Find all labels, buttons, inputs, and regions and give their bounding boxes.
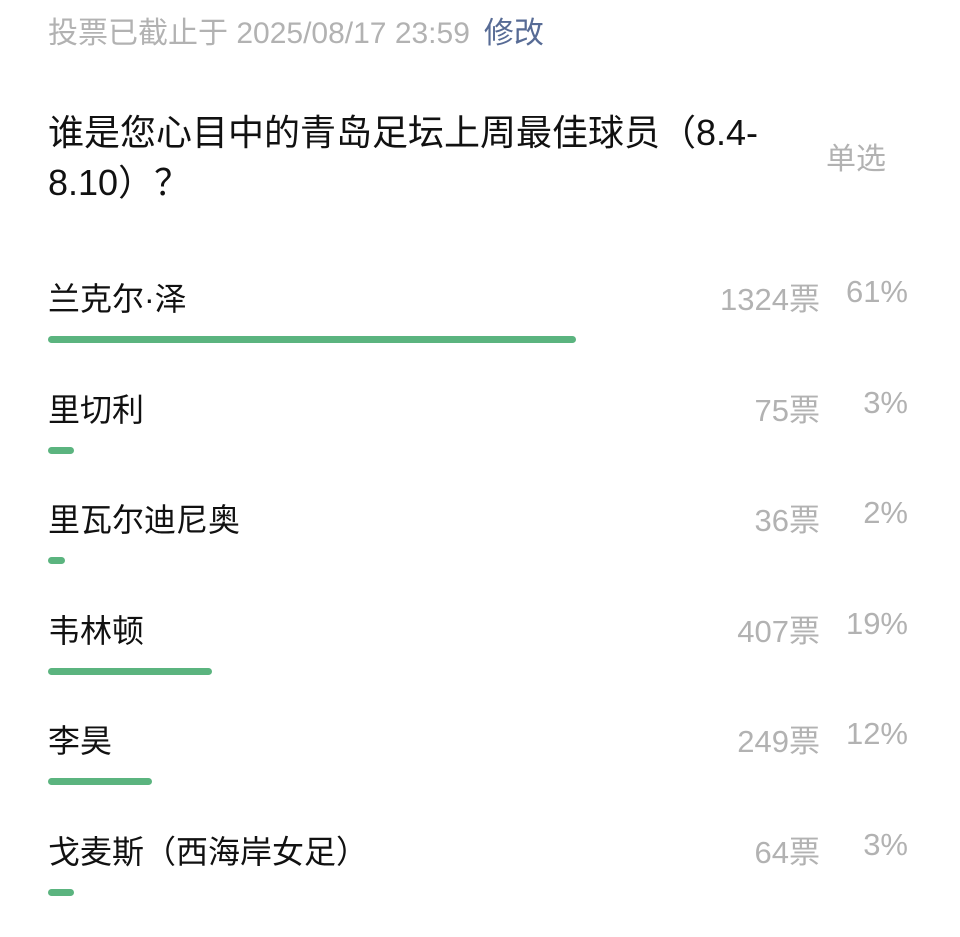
single-choice-label: 单选 <box>826 143 886 176</box>
poll-option[interactable]: 里瓦尔迪尼奥 36票 2% <box>48 495 908 605</box>
option-label: 李昊 <box>48 723 113 760</box>
poll-option[interactable]: 里切利 75票 3% <box>48 385 908 495</box>
option-percent: 12% <box>845 716 908 752</box>
poll-question: 谁是您心目中的青岛足坛上周最佳球员（8.4-8.10）？ <box>48 112 759 203</box>
option-percent: 2% <box>863 495 908 531</box>
option-votes: 75票 <box>754 392 820 428</box>
option-progress-bar <box>48 667 213 675</box>
option-progress-bar <box>48 889 74 896</box>
option-votes: 36票 <box>754 503 820 539</box>
option-votes: 1324票 <box>720 282 820 317</box>
option-percent: 3% <box>863 827 908 862</box>
option-percent: 61% <box>845 274 908 309</box>
option-progress-bar <box>48 336 576 343</box>
option-percent: 19% <box>845 605 908 641</box>
option-progress-bar <box>48 778 152 786</box>
option-label: 韦林顿 <box>48 612 145 649</box>
option-votes: 64票 <box>754 835 820 870</box>
poll-option[interactable]: 戈麦斯（西海岸女足） 64票 3% <box>48 827 908 937</box>
option-label: 戈麦斯（西海岸女足） <box>48 834 369 870</box>
deadline-text: 投票已截止于 2025/08/17 23:59 <box>48 17 470 50</box>
option-votes: 249票 <box>737 724 820 760</box>
edit-link[interactable]: 修改 <box>483 17 544 50</box>
poll-option[interactable]: 李昊 249票 12% <box>48 716 908 826</box>
option-progress-bar <box>48 557 66 565</box>
option-label: 里切利 <box>48 391 145 428</box>
poll-option[interactable]: 兰克尔·泽 1324票 61% <box>48 274 908 384</box>
option-percent: 3% <box>863 384 908 420</box>
option-label: 里瓦尔迪尼奥 <box>48 502 241 539</box>
option-progress-bar <box>48 446 74 454</box>
option-label: 兰克尔·泽 <box>48 281 187 317</box>
poll-option[interactable]: 韦林顿 407票 19% <box>48 606 908 716</box>
option-votes: 407票 <box>737 613 820 649</box>
poll-status: 投票已截止于 2025/08/17 23:59 修改 <box>48 8 544 52</box>
